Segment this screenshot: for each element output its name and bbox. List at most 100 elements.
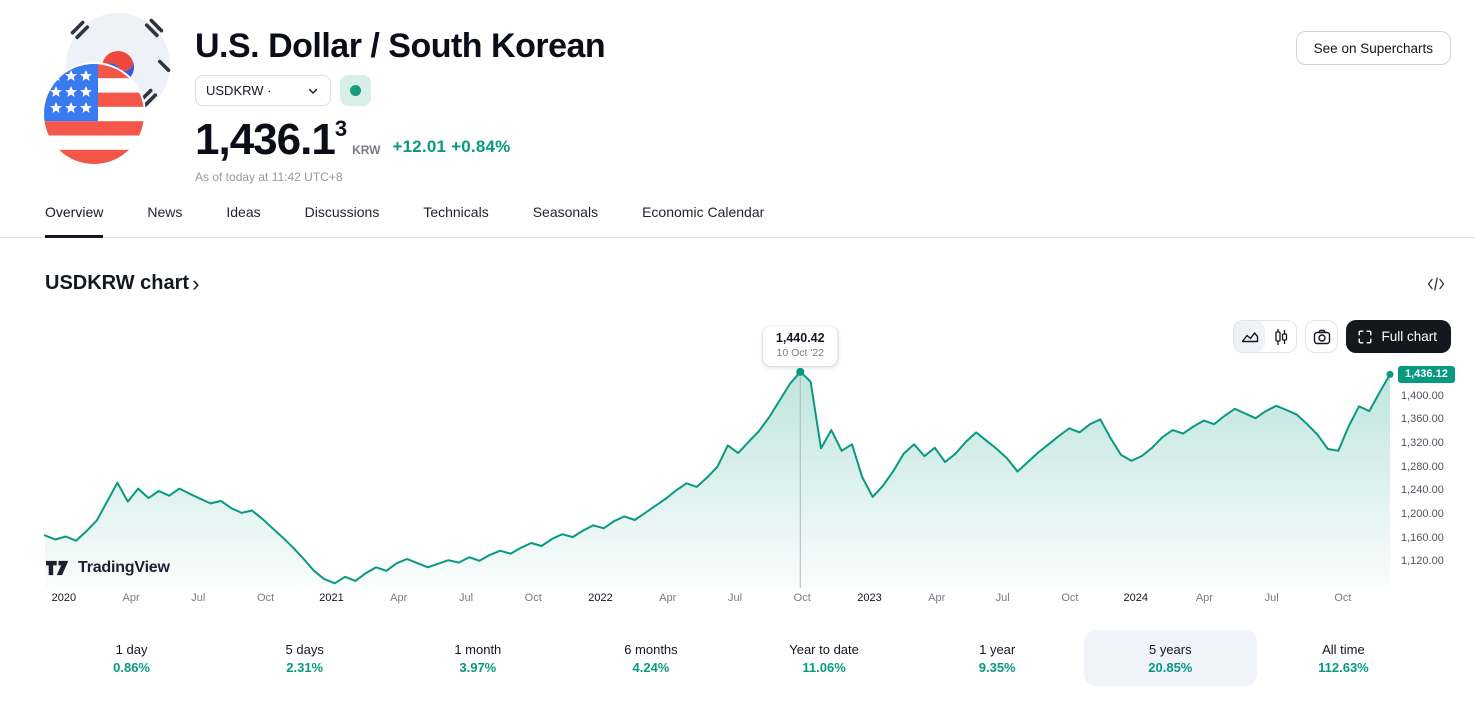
date-range-selector: 1 day 0.86% 5 days 2.31% 1 month 3.97% 6 month… (45, 630, 1430, 686)
range-label: Year to date (789, 641, 859, 657)
chart-section: USDKRW chart › (0, 238, 1475, 707)
last-price-badge: 1,436.12 (1398, 366, 1455, 384)
usd-krw-flag-icon (42, 13, 171, 166)
range-label: 1 year (979, 641, 1016, 657)
tab-seasonals[interactable]: Seasonals (532, 204, 599, 220)
range-1-day[interactable]: 1 day 0.86% (45, 630, 218, 686)
chevron-right-icon: › (192, 270, 200, 296)
x-axis-label: 2022 (588, 592, 613, 604)
y-axis-label: 1,160.00 (1401, 531, 1444, 544)
tab-ideas[interactable]: Ideas (226, 204, 261, 220)
price-block: 1,436.1 3 KRW +12.01 +0.84% (195, 118, 605, 162)
symbol-tabs: Overview News Ideas Discussions Technicals Se… (0, 190, 1475, 238)
x-axis-label: 2021 (319, 592, 344, 604)
tab-technicals[interactable]: Technicals (423, 204, 489, 220)
tradingview-attribution[interactable]: TradingView (46, 559, 170, 577)
x-axis-label: Apr (1195, 592, 1213, 604)
y-axis-label: 1,200.00 (1401, 508, 1444, 521)
range-all-time[interactable]: All time 112.63% (1257, 630, 1430, 686)
range-percent: 11.06% (802, 659, 846, 675)
y-axis-label: 1,320.00 (1401, 437, 1444, 450)
y-axis-label: 1,240.00 (1401, 484, 1444, 497)
range-percent: 2.31% (286, 659, 324, 675)
camera-icon (1313, 329, 1331, 344)
y-axis-label: 1,280.00 (1401, 460, 1444, 473)
x-axis-label: Apr (390, 592, 408, 604)
range-1-year[interactable]: 1 year 9.35% (911, 630, 1084, 686)
tradingview-logo-icon (46, 560, 69, 576)
fullscreen-icon (1358, 330, 1372, 343)
range-percent: 112.63% (1318, 659, 1369, 675)
x-axis-label: 2024 (1123, 592, 1149, 604)
y-axis-label: 1,400.00 (1401, 389, 1444, 402)
chart-style-toggle (1233, 320, 1298, 353)
price-change-pct: +0.84% (451, 137, 511, 156)
last-price: 1,436.1 (195, 115, 336, 164)
candles-chart-icon (1275, 328, 1288, 345)
x-axis-label: Oct (1334, 592, 1352, 604)
price-chart[interactable]: 1,400.00 1,360.00 1,320.00 1,280.00 1,240.00… (44, 325, 1475, 625)
range-label: 1 month (454, 641, 502, 657)
tab-overview[interactable]: Overview (45, 190, 104, 238)
full-chart-button[interactable]: Full chart (1346, 320, 1451, 353)
range-percent: 3.97% (459, 659, 497, 675)
market-open-dot-icon (350, 85, 361, 96)
range-label: All time (1322, 641, 1365, 657)
currency-pair-flags (40, 10, 180, 175)
price-line (44, 370, 1391, 585)
market-open-indicator[interactable] (340, 75, 371, 106)
range-percent: 20.85% (1148, 659, 1193, 675)
symbol-dropdown[interactable]: USDKRW · (195, 75, 331, 106)
tab-discussions[interactable]: Discussions (304, 204, 380, 220)
x-axis-label: 2023 (857, 592, 882, 604)
tooltip-price: 1,440.42 (775, 330, 825, 345)
range-year-to-date[interactable]: Year to date 11.06% (738, 630, 911, 686)
price-area-fill (45, 371, 1390, 588)
range-percent: 4.24% (632, 659, 670, 675)
range-5-years[interactable]: 5 years 20.85% (1083, 630, 1257, 686)
price-change-abs: +12.01 (392, 137, 447, 156)
range-6-months[interactable]: 6 months 4.24% (564, 630, 737, 686)
range-label: 5 years (1148, 641, 1192, 657)
y-axis-label: 1,360.00 (1401, 413, 1444, 426)
x-axis-label: Oct (1061, 592, 1079, 604)
symbol-header: U.S. Dollar / South Korean USDKRW · 1,43… (0, 0, 1475, 190)
x-axis-label: 2020 (51, 592, 77, 604)
price-chart-svg (44, 367, 1394, 588)
page-title: U.S. Dollar / South Korean (195, 27, 606, 65)
range-1-month[interactable]: 1 month 3.97% (391, 630, 564, 686)
x-axis-label: Jul (1264, 592, 1279, 604)
candles-chart-style-button[interactable] (1265, 321, 1297, 352)
chevron-down-icon (306, 84, 320, 98)
last-price-dot (1386, 370, 1394, 378)
tooltip-date: 10 Oct '22 (776, 346, 825, 359)
x-axis-label: Oct (793, 592, 811, 604)
x-axis-label: Jul (458, 592, 474, 604)
snapshot-button[interactable] (1305, 320, 1339, 353)
area-chart-style-button[interactable] (1234, 321, 1266, 352)
see-on-supercharts-button[interactable]: See on Supercharts (1295, 31, 1451, 65)
range-percent: 0.86% (113, 659, 150, 675)
x-axis-label: Apr (122, 592, 140, 604)
range-label: 5 days (285, 641, 324, 657)
peak-marker-dot (796, 367, 805, 376)
price-currency: KRW (352, 143, 381, 157)
range-label: 6 months (624, 641, 678, 657)
x-axis-label: Oct (524, 592, 542, 604)
tab-economic-calendar[interactable]: Economic Calendar (642, 204, 765, 220)
symbol-info: U.S. Dollar / South Korean USDKRW · 1,43… (195, 26, 606, 184)
embed-code-icon[interactable] (1427, 276, 1445, 291)
range-5-days[interactable]: 5 days 2.31% (218, 630, 391, 686)
chart-toolbar: Full chart (1233, 320, 1451, 353)
x-axis-label: Jul (995, 592, 1010, 604)
range-label: 1 day (115, 641, 148, 657)
chart-tooltip: 1,440.42 10 Oct '22 (762, 325, 838, 366)
x-axis-label: Oct (257, 592, 275, 604)
chart-heading-link[interactable]: USDKRW chart › (45, 272, 199, 295)
x-axis-label: Jul (191, 592, 206, 604)
x-axis-label: Apr (928, 592, 946, 604)
tab-news[interactable]: News (147, 204, 183, 220)
last-price-fraction: 3 (334, 116, 348, 141)
area-chart-icon (1241, 331, 1259, 342)
